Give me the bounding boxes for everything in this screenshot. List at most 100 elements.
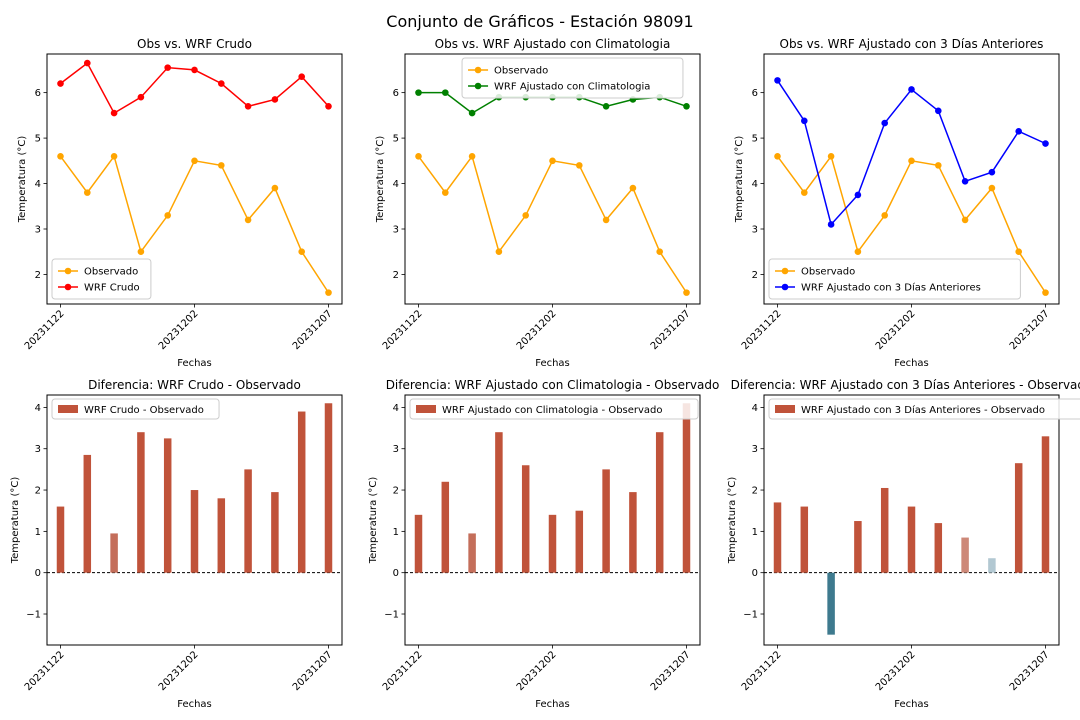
bar: [110, 533, 118, 573]
panel-title: Obs vs. WRF Ajustado con 3 Días Anterior…: [780, 37, 1044, 51]
bar: [297, 411, 306, 573]
y-tick-label: 2: [35, 270, 41, 281]
legend-label: WRF Crudo: [84, 283, 140, 294]
data-point: [602, 216, 610, 224]
bar: [602, 469, 610, 573]
bar: [548, 514, 557, 573]
data-point: [774, 77, 781, 84]
x-tick-label: 20231122: [740, 649, 784, 693]
data-point: [468, 152, 476, 160]
data-point: [495, 248, 503, 256]
y-tick-label: 2: [35, 486, 41, 497]
bar: [1041, 436, 1050, 573]
bar: [629, 492, 637, 573]
panel-title: Obs vs. WRF Ajustado con Climatologia: [435, 37, 671, 51]
bar: [988, 558, 996, 573]
legend-marker: [781, 267, 789, 275]
x-tick-label: 20231202: [515, 649, 559, 693]
bar: [324, 403, 333, 573]
y-tick-label: 6: [752, 88, 758, 99]
panel-title: Diferencia: WRF Ajustado con 3 Días Ante…: [731, 378, 1080, 392]
legend: WRF Crudo - Observado: [51, 398, 220, 420]
bar: [414, 514, 423, 573]
legend: Observado WRF Ajustado con Climatologia: [461, 57, 684, 99]
bar: [137, 432, 145, 573]
legend-label: WRF Ajustado con Climatologia - Observad…: [442, 405, 663, 416]
legend: WRF Ajustado con 3 Días Anteriores - Obs…: [768, 398, 1080, 420]
bar: [961, 537, 969, 573]
data-point: [271, 96, 279, 103]
data-point: [442, 89, 449, 96]
data-point: [827, 152, 835, 160]
legend-marker: [474, 66, 482, 74]
data-point: [549, 157, 556, 165]
legend: Observado WRF Crudo: [51, 258, 152, 300]
y-tick-label: −1: [26, 610, 41, 621]
bar: [575, 510, 584, 573]
y-tick-label: 3: [393, 225, 399, 236]
data-point: [325, 102, 332, 110]
y-tick-label: 4: [35, 403, 41, 414]
legend: WRF Ajustado con Climatologia - Observad…: [409, 398, 699, 420]
x-tick-label: 20231122: [740, 308, 784, 352]
data-point: [244, 102, 252, 110]
x-tick-label: 20231202: [874, 649, 918, 693]
data-point: [415, 89, 422, 96]
legend-box: [409, 398, 699, 420]
bar: [190, 490, 199, 573]
x-tick-label: 20231122: [23, 308, 67, 352]
legend-marker: [474, 82, 482, 90]
data-point: [415, 152, 422, 160]
data-point: [576, 162, 583, 169]
bar: [468, 533, 476, 573]
legend-marker: [64, 267, 72, 275]
legend-box: [51, 258, 152, 300]
y-tick-label: 2: [393, 270, 399, 281]
data-point: [854, 191, 862, 199]
data-point: [191, 157, 198, 165]
bar: [441, 481, 450, 573]
data-point: [84, 189, 91, 196]
data-point: [271, 184, 279, 192]
data-point: [244, 216, 252, 224]
data-point: [935, 162, 942, 169]
data-point: [683, 289, 690, 296]
bar: [800, 506, 809, 573]
data-point: [218, 80, 225, 87]
chart-panel-1: Obs vs. WRF Crudo 2 3 4 5 6 20231122 20231202 20…: [17, 37, 343, 369]
bar: [827, 572, 835, 635]
legend-swatch: [416, 405, 436, 413]
bar: [682, 403, 691, 573]
data-point: [84, 59, 91, 67]
x-tick-label: 20231122: [381, 649, 425, 693]
data-point: [522, 212, 529, 219]
data-point: [164, 64, 171, 71]
y-tick-label: 3: [752, 225, 758, 236]
x-tick-label: 20231202: [874, 308, 918, 352]
x-tick-label: 20231202: [515, 308, 559, 352]
bar: [217, 498, 226, 573]
bar: [907, 506, 916, 573]
data-point: [164, 212, 171, 219]
x-tick-label: 20231207: [291, 308, 335, 352]
y-tick-label: 1: [35, 527, 41, 538]
x-tick-label: 20231207: [649, 649, 693, 693]
data-point: [298, 73, 306, 81]
y-tick-label: −1: [743, 610, 758, 621]
chart-panel-2: Obs vs. WRF Ajustado con Climatologia 2 3 4…: [375, 37, 701, 369]
data-point: [854, 248, 862, 256]
y-tick-label: 2: [393, 486, 399, 497]
data-point: [801, 189, 808, 196]
data-point: [298, 248, 306, 256]
legend-label: Observado: [494, 66, 548, 77]
bar: [655, 432, 664, 573]
data-point: [1042, 289, 1049, 296]
bar: [880, 487, 889, 573]
legend-box: [461, 57, 684, 99]
bar: [271, 492, 279, 573]
y-tick-label: 6: [35, 88, 41, 99]
x-axis-label: Fechas: [535, 699, 570, 710]
data-point: [774, 152, 781, 160]
bar: [83, 454, 92, 573]
y-tick-label: 4: [752, 179, 758, 190]
